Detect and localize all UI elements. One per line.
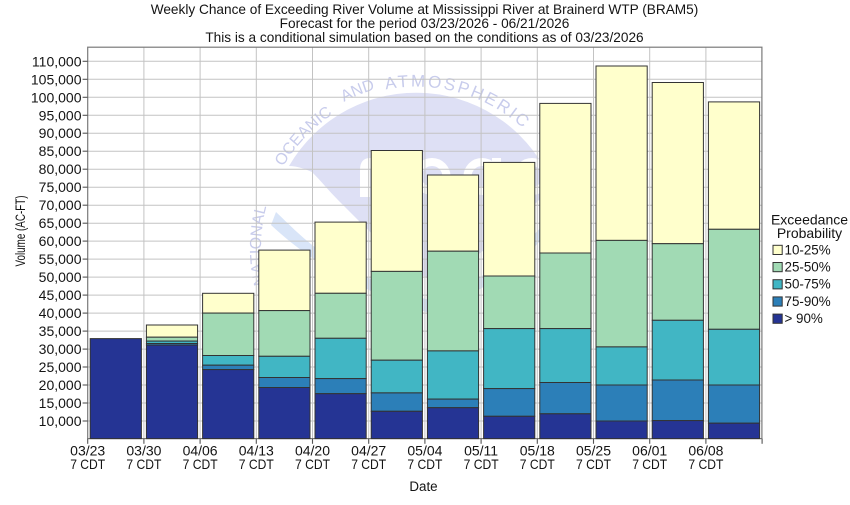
svg-text:7 CDT: 7 CDT [239,456,274,472]
svg-text:7 CDT: 7 CDT [520,456,555,472]
svg-text:7 CDT: 7 CDT [688,456,723,472]
svg-text:7 CDT: 7 CDT [576,456,611,472]
svg-text:Volume (AC-FT): Volume (AC-FT) [12,196,28,267]
svg-text:06/08: 06/08 [688,442,723,458]
svg-text:7 CDT: 7 CDT [126,456,161,472]
svg-text:04/20: 04/20 [295,442,330,458]
svg-text:45,000: 45,000 [39,287,82,303]
svg-text:7 CDT: 7 CDT [295,456,330,472]
svg-text:55,000: 55,000 [39,251,82,267]
svg-text:7 CDT: 7 CDT [183,456,218,472]
svg-text:Exceedance: Exceedance [771,212,848,228]
svg-text:7 CDT: 7 CDT [464,456,499,472]
svg-text:85,000: 85,000 [39,143,82,159]
svg-text:75,000: 75,000 [39,179,82,195]
svg-text:04/06: 04/06 [183,442,218,458]
svg-text:7 CDT: 7 CDT [351,456,386,472]
svg-text:95,000: 95,000 [39,107,82,123]
svg-text:100,000: 100,000 [31,89,82,105]
svg-text:03/30: 03/30 [126,442,161,458]
svg-text:40,000: 40,000 [39,305,82,321]
svg-text:35,000: 35,000 [39,323,82,339]
svg-text:7 CDT: 7 CDT [407,456,442,472]
svg-text:75-90%: 75-90% [785,294,831,309]
svg-text:06/01: 06/01 [632,442,667,458]
svg-text:25-50%: 25-50% [785,260,831,275]
svg-text:05/18: 05/18 [520,442,555,458]
svg-text:30,000: 30,000 [39,341,82,357]
svg-text:10-25%: 10-25% [785,242,831,257]
svg-text:Weekly Chance of Exceeding Riv: Weekly Chance of Exceeding River Volume … [151,2,699,17]
svg-text:Date: Date [409,479,437,494]
svg-text:105,000: 105,000 [31,71,82,87]
svg-text:20,000: 20,000 [39,377,82,393]
svg-text:80,000: 80,000 [39,161,82,177]
svg-text:70,000: 70,000 [39,197,82,213]
svg-text:Forecast for the period 03/23/: Forecast for the period 03/23/2026 - 06/… [280,16,570,31]
svg-text:15,000: 15,000 [39,395,82,411]
svg-text:Probability: Probability [777,225,842,241]
svg-text:60,000: 60,000 [39,233,82,249]
svg-text:110,000: 110,000 [32,53,82,69]
svg-text:04/13: 04/13 [239,442,274,458]
svg-text:03/23: 03/23 [70,442,105,458]
svg-text:50-75%: 50-75% [785,277,831,292]
svg-text:> 90%: > 90% [785,311,823,326]
svg-text:This is a conditional simulati: This is a conditional simulation based o… [205,30,643,45]
svg-text:05/04: 05/04 [407,442,442,458]
svg-text:05/25: 05/25 [576,442,611,458]
svg-text:04/27: 04/27 [351,442,386,458]
svg-text:90,000: 90,000 [39,125,82,141]
svg-text:7 CDT: 7 CDT [70,456,105,472]
svg-text:65,000: 65,000 [39,215,82,231]
svg-text:10,000: 10,000 [39,413,82,429]
svg-text:05/11: 05/11 [464,442,498,458]
svg-text:50,000: 50,000 [39,269,82,285]
svg-text:25,000: 25,000 [39,359,82,375]
svg-text:7 CDT: 7 CDT [632,456,667,472]
